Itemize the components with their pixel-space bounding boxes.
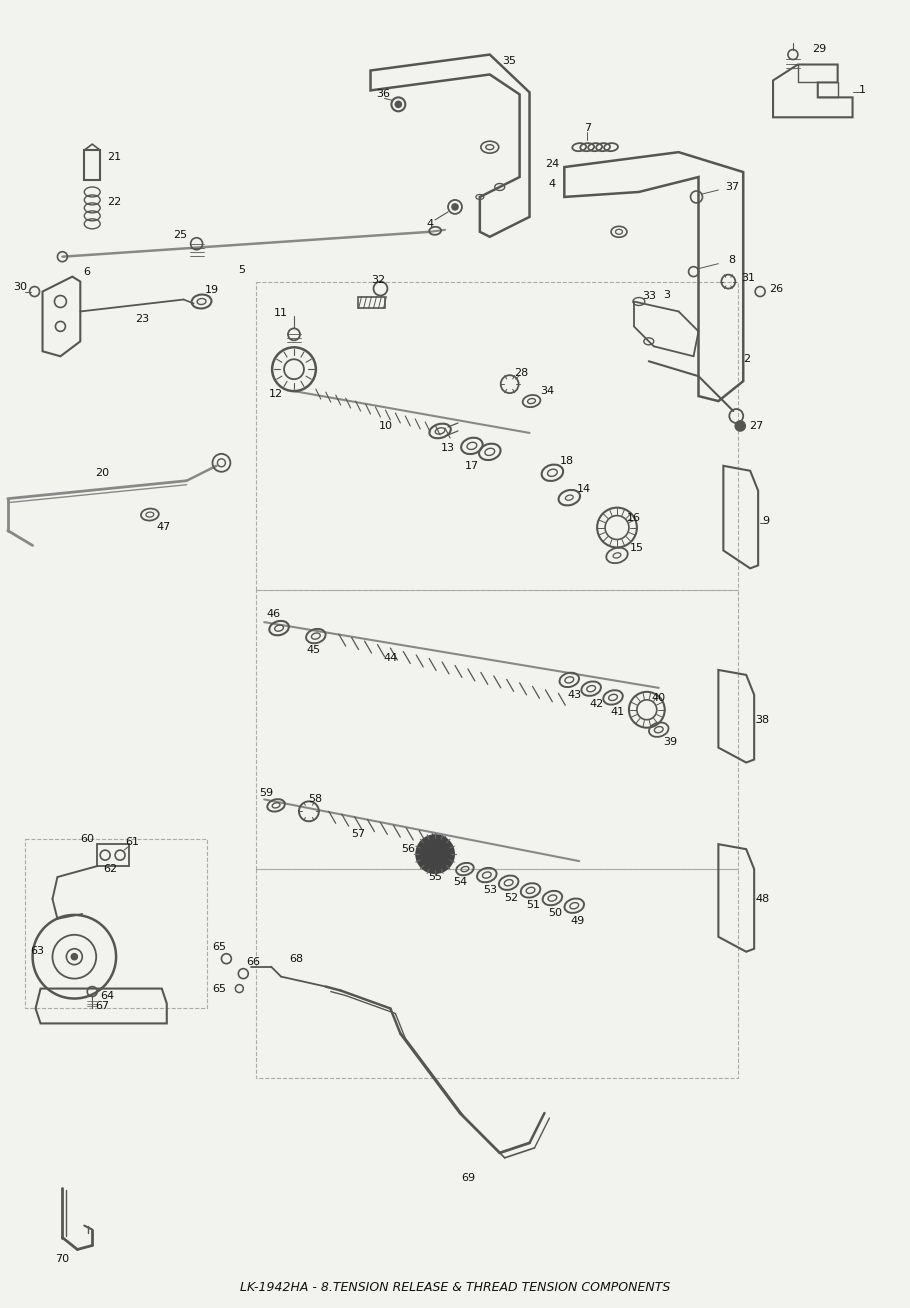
Circle shape (415, 835, 455, 874)
Text: 11: 11 (274, 309, 288, 318)
Text: 34: 34 (541, 386, 554, 396)
Text: 25: 25 (173, 230, 187, 239)
Text: 58: 58 (308, 794, 322, 804)
Text: 65: 65 (212, 984, 227, 994)
Text: 36: 36 (377, 89, 390, 99)
Text: 53: 53 (483, 886, 497, 895)
Text: 13: 13 (441, 443, 455, 453)
Text: 69: 69 (460, 1173, 475, 1182)
Circle shape (395, 101, 401, 107)
Text: 51: 51 (527, 900, 541, 910)
Text: 47: 47 (157, 522, 171, 531)
Text: 54: 54 (453, 878, 467, 887)
Text: 20: 20 (96, 468, 109, 477)
Text: 41: 41 (611, 708, 625, 717)
Text: 56: 56 (401, 844, 415, 854)
Text: 30: 30 (14, 281, 27, 292)
Text: 43: 43 (567, 689, 581, 700)
Text: 1: 1 (859, 85, 866, 95)
Text: 44: 44 (383, 653, 398, 663)
Text: 68: 68 (288, 954, 303, 964)
Text: 50: 50 (549, 908, 562, 918)
Text: 60: 60 (80, 835, 95, 844)
Text: 22: 22 (107, 198, 121, 207)
Circle shape (452, 204, 458, 209)
Text: 26: 26 (769, 284, 784, 293)
Text: 52: 52 (504, 892, 519, 903)
Text: 14: 14 (577, 484, 592, 493)
Text: 24: 24 (545, 160, 560, 169)
Text: 33: 33 (642, 290, 656, 301)
Text: 31: 31 (742, 272, 755, 283)
Text: 67: 67 (96, 1002, 109, 1011)
Text: 18: 18 (561, 455, 574, 466)
Text: 45: 45 (307, 645, 321, 655)
Text: 7: 7 (583, 123, 591, 133)
Circle shape (71, 954, 77, 960)
Text: 9: 9 (763, 515, 770, 526)
Bar (85, 150, 100, 181)
Text: 5: 5 (238, 264, 245, 275)
Text: 23: 23 (135, 314, 149, 324)
Text: 61: 61 (125, 837, 139, 848)
Text: 28: 28 (514, 368, 529, 378)
Text: 4: 4 (427, 218, 434, 229)
Text: 32: 32 (371, 275, 386, 285)
Text: 46: 46 (266, 610, 280, 619)
Text: 19: 19 (205, 285, 218, 294)
Text: 42: 42 (589, 698, 603, 709)
Text: 21: 21 (107, 152, 121, 162)
Text: 57: 57 (351, 829, 366, 840)
Bar (358, 297, 386, 309)
Text: 37: 37 (725, 182, 739, 192)
Text: 8: 8 (729, 255, 736, 264)
Text: 12: 12 (269, 388, 283, 399)
Text: 35: 35 (502, 55, 517, 65)
Text: 10: 10 (379, 421, 392, 430)
Text: 4: 4 (549, 179, 556, 188)
Circle shape (735, 421, 745, 430)
Text: 6: 6 (83, 267, 90, 276)
Text: 55: 55 (428, 872, 442, 882)
Text: 27: 27 (749, 421, 763, 430)
Text: 63: 63 (31, 946, 45, 956)
Text: 29: 29 (812, 43, 826, 54)
Text: 59: 59 (259, 789, 273, 798)
Text: LK-1942HA - 8.TENSION RELEASE & THREAD TENSION COMPONENTS: LK-1942HA - 8.TENSION RELEASE & THREAD T… (240, 1281, 670, 1294)
Text: 64: 64 (100, 990, 114, 1001)
Bar (97, 844, 129, 866)
Text: 38: 38 (755, 714, 769, 725)
Text: 49: 49 (571, 916, 584, 926)
Text: 15: 15 (630, 543, 644, 553)
Text: 16: 16 (627, 513, 641, 523)
Text: 65: 65 (212, 942, 227, 952)
Text: 17: 17 (465, 460, 479, 471)
Text: 3: 3 (663, 289, 670, 300)
Text: 40: 40 (652, 693, 666, 702)
Text: 66: 66 (247, 956, 260, 967)
Text: 39: 39 (663, 736, 678, 747)
Text: 2: 2 (743, 354, 750, 364)
Text: 70: 70 (56, 1254, 69, 1265)
Text: 62: 62 (103, 865, 117, 874)
Text: 48: 48 (755, 893, 769, 904)
